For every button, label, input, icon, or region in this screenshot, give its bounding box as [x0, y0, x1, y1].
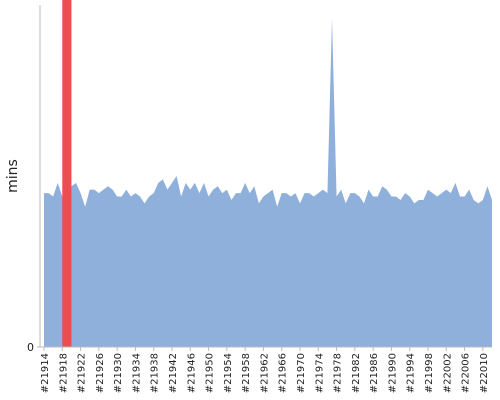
- x-tick-label: #21958: [241, 353, 252, 393]
- x-tick-label: #22002: [442, 353, 453, 393]
- x-tick-label: #21978: [333, 353, 344, 393]
- area: [44, 18, 492, 348]
- x-tick-label: #22010: [479, 353, 490, 393]
- x-tick-label: #21946: [186, 353, 197, 393]
- x-tick-label: #21986: [369, 353, 380, 393]
- x-tick-label: #21962: [259, 353, 270, 393]
- x-tick-label: #21942: [168, 353, 179, 393]
- x-tick-label: #21974: [314, 353, 325, 393]
- x-tick-label: #21922: [77, 353, 88, 393]
- x-tick-label: #21954: [223, 353, 234, 393]
- x-tick-label: #21914: [40, 353, 51, 393]
- x-tick-label: #21930: [113, 353, 124, 393]
- x-tick-label: #21982: [351, 353, 362, 393]
- x-tick-label: #21966: [278, 353, 289, 393]
- y-axis-label: mins: [5, 159, 21, 193]
- x-tick-label: #21970: [296, 353, 307, 393]
- x-tick-label: #21994: [406, 353, 417, 393]
- x-tick-label: #21950: [205, 353, 216, 393]
- x-tick-label: #21998: [424, 353, 435, 393]
- x-tick-label: #21926: [95, 353, 106, 393]
- x-tick-label: #22006: [461, 353, 472, 393]
- y-tick-label: 0: [27, 341, 34, 354]
- x-tick-label: #21938: [150, 353, 161, 393]
- highlight-bar: [62, 0, 72, 347]
- x-tick-label: #21934: [131, 353, 142, 393]
- x-tick-label: #21990: [387, 353, 398, 393]
- x-tick-label: #21918: [58, 353, 69, 393]
